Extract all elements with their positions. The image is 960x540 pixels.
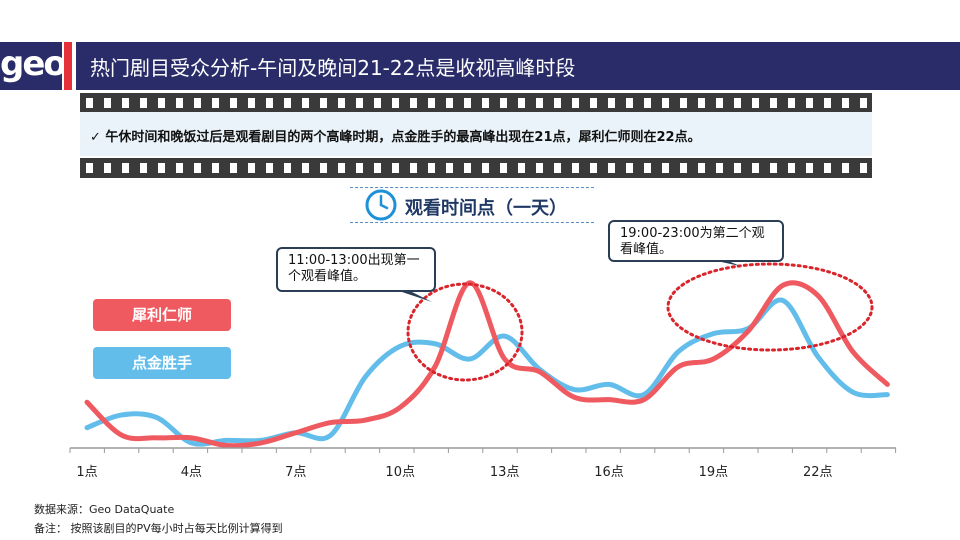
- chart-title: 观看时间点（一天）: [405, 198, 567, 219]
- film-strip-bottom: [80, 158, 872, 178]
- page-title: 热门剧目受众分析-午间及晚间21-22点是收视高峰时段: [90, 56, 576, 80]
- title-bar: [76, 42, 960, 90]
- x-tick-label: 22点: [803, 465, 833, 480]
- x-tick-label: 10点: [385, 465, 415, 480]
- insight-box: [80, 112, 872, 156]
- noon-callout-pointer: [396, 290, 432, 302]
- evening-peak-highlight: [666, 262, 874, 352]
- legend-series-red: 犀利仁师: [93, 299, 231, 331]
- x-tick-label: 1点: [76, 465, 97, 480]
- x-tick-label: 19点: [699, 465, 729, 480]
- noon-peak-highlight: [406, 282, 524, 382]
- insight-text: ✓ 午休时间和晚饭过后是观看剧目的两个高峰时期，点金胜手的最高峰出现在21点，犀…: [90, 130, 701, 145]
- film-strip-top: [80, 93, 872, 113]
- x-tick-label: 16点: [594, 465, 624, 480]
- brand-logo: geo: [0, 42, 67, 90]
- logo-accent-bar: [64, 42, 72, 90]
- clock-icon: [365, 189, 397, 221]
- x-tick-label: 4点: [181, 465, 202, 480]
- data-source: 数据来源：Geo DataQuate: [34, 503, 175, 516]
- series-line-xili-renshi: [84, 280, 890, 449]
- footnote: 备注： 按照该剧目的PV每小时占每天比例计算得到: [34, 522, 283, 535]
- legend-series-blue: 点金胜手: [93, 347, 231, 379]
- evening-peak-callout: 19:00-23:00为第二个观看峰值。: [608, 220, 784, 262]
- noon-peak-callout: 11:00-13:00出现第一个观看峰值。: [276, 247, 436, 292]
- x-tick-label: 13点: [490, 465, 520, 480]
- section-divider-bottom: [350, 222, 594, 223]
- section-divider-top: [350, 187, 594, 188]
- x-tick-label: 7点: [285, 465, 306, 480]
